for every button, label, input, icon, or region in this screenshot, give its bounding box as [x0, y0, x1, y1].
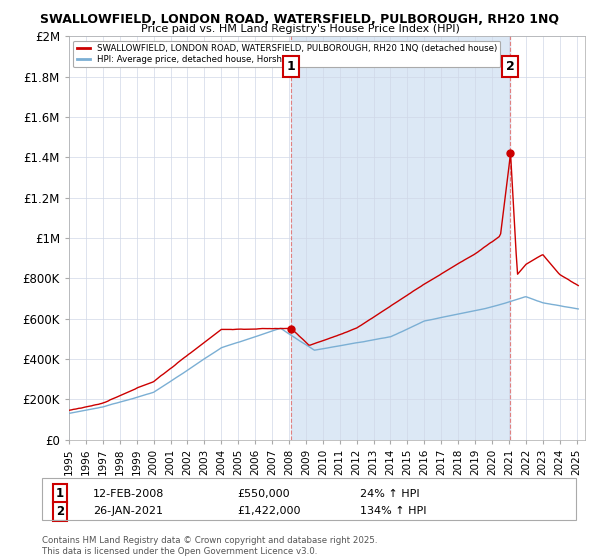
Text: 12-FEB-2008: 12-FEB-2008	[93, 489, 164, 499]
Legend: SWALLOWFIELD, LONDON ROAD, WATERSFIELD, PULBOROUGH, RH20 1NQ (detached house), H: SWALLOWFIELD, LONDON ROAD, WATERSFIELD, …	[73, 41, 500, 67]
Text: 2: 2	[56, 505, 64, 518]
Bar	[291, 36, 510, 440]
Text: Contains HM Land Registry data © Crown copyright and database right 2025.
This d: Contains HM Land Registry data © Crown c…	[42, 536, 377, 556]
Text: £550,000: £550,000	[237, 489, 290, 499]
Text: 1: 1	[56, 487, 64, 501]
Text: 26-JAN-2021: 26-JAN-2021	[93, 506, 163, 516]
Text: 2: 2	[506, 60, 514, 73]
Text: 134% ↑ HPI: 134% ↑ HPI	[360, 506, 427, 516]
Text: SWALLOWFIELD, LONDON ROAD, WATERSFIELD, PULBOROUGH, RH20 1NQ: SWALLOWFIELD, LONDON ROAD, WATERSFIELD, …	[41, 13, 560, 26]
Text: 1: 1	[287, 60, 295, 73]
Text: £1,422,000: £1,422,000	[237, 506, 301, 516]
Text: 24% ↑ HPI: 24% ↑ HPI	[360, 489, 419, 499]
Text: Price paid vs. HM Land Registry's House Price Index (HPI): Price paid vs. HM Land Registry's House …	[140, 24, 460, 34]
